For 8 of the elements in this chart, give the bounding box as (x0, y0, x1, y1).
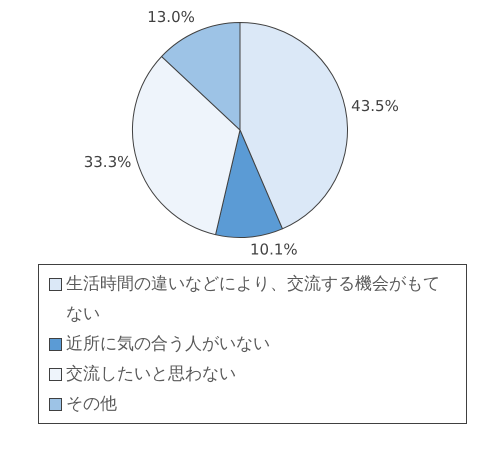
legend-label: 交流したいと思わない (66, 363, 236, 386)
legend-label: 生活時間の違いなどにより、交流する機会がもてない (66, 273, 441, 326)
legend-label: その他 (66, 393, 117, 416)
data-label: 10.1% (250, 240, 298, 258)
data-label: 13.0% (147, 8, 195, 26)
legend-label: 近所に気の合う人がいない (66, 333, 270, 356)
data-label: 43.5% (351, 97, 399, 116)
data-label: 33.3% (84, 152, 132, 171)
